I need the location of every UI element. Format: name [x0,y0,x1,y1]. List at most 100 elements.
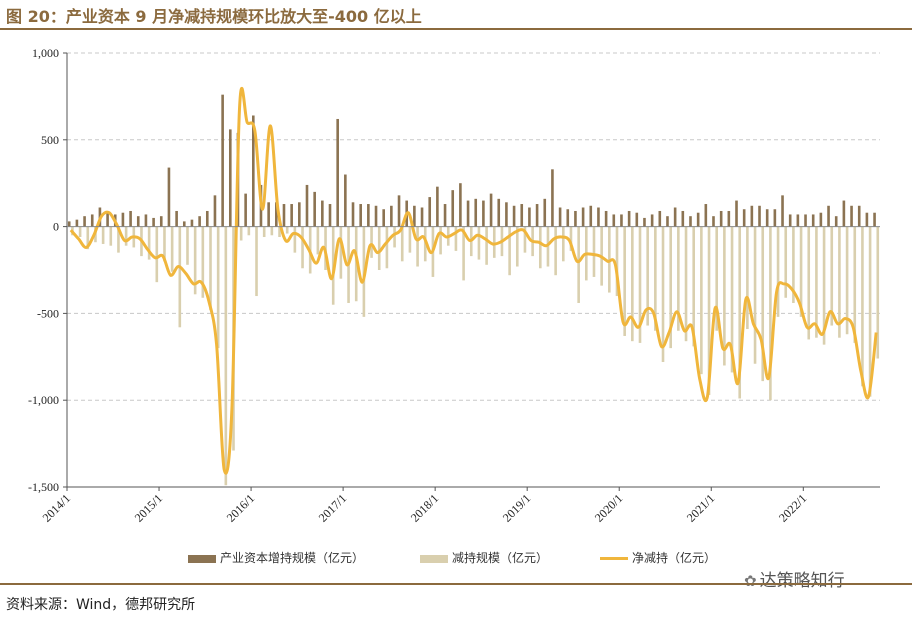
increase-bar [811,214,815,227]
decrease-bar [439,226,442,255]
legend-label-net: 净减持（亿元） [632,551,717,565]
decrease-bar [178,226,182,328]
decrease-bar [784,226,788,298]
increase-bar [298,202,301,227]
decrease-bar [723,226,726,366]
decrease-bar [262,226,266,238]
increase-bar [213,195,217,227]
decrease-bar [776,226,780,317]
decrease-bar [209,226,212,310]
increase-bar [589,205,593,227]
increase-bar [765,209,769,227]
x-tick-label: 2015/1 [132,491,165,524]
increase-bar [313,191,316,227]
legend-item-decrease: 减持规模（亿元） [420,549,548,566]
increase-bar [67,221,71,227]
increase-bar [796,214,800,227]
increase-bar [466,200,470,227]
decrease-bar [316,226,320,255]
decrease-bar [707,226,711,395]
increase-bar [574,210,577,227]
decrease-bar [838,226,841,338]
increase-bar [842,200,846,227]
increase-bar [321,200,324,227]
decrease-bar [270,226,274,236]
increase-bar [121,212,125,227]
increase-bar [83,216,86,227]
increase-bar [827,205,830,227]
decrease-bar [692,226,695,347]
increase-bar [551,169,554,227]
decrease-bar [830,226,834,326]
decrease-bar [515,226,519,267]
legend-swatch-net [600,557,628,560]
decrease-bar [769,226,772,401]
increase-bar [390,205,393,227]
axes [63,52,880,491]
increase-bar [474,198,478,227]
decrease-bar [715,226,719,331]
decrease-bar [147,226,151,260]
decrease-bar [193,226,197,295]
chart-title: 图 20：产业资本 9 月净减持规模环比放大至-400 亿以上 [6,7,422,26]
increase-bar [129,210,132,227]
increase-bar [566,209,570,227]
x-tick-label: 2020/1 [592,491,625,524]
decrease-bar [370,226,373,258]
decrease-bar [301,226,304,269]
decrease-bar [477,226,481,260]
increase-bar [205,210,209,227]
increase-bar [558,207,562,227]
decrease-bar [201,226,205,298]
legend-item-increase: 产业资本增持规模（亿元） [188,549,364,566]
y-tick-label: -1,500 [28,480,59,494]
increase-bar [136,216,140,227]
x-tick-label: 2014/1 [40,491,73,524]
decrease-bar [454,226,458,251]
decrease-bar [646,226,649,326]
increase-bar [873,212,876,227]
legend: 产业资本增持规模（亿元） 减持规模（亿元） 净减持（亿元） [188,549,748,567]
increase-bar [512,205,516,227]
increase-bar [666,216,669,227]
increase-bar [857,205,861,227]
decrease-bar [761,226,765,382]
decrease-bar [393,226,396,248]
decrease-bar [163,226,166,262]
x-tick-label: 2016/1 [224,491,257,524]
increase-bar [290,204,293,227]
decrease-bar [124,226,128,246]
increase-bar [428,197,432,227]
net-line [69,86,878,475]
decrease-bar [416,226,419,267]
increase-bar [497,198,501,227]
decrease-bar [400,226,404,262]
increase-bar [351,202,355,227]
decrease-bar [554,226,557,276]
decrease-bar [293,226,297,253]
increase-bar [735,200,738,227]
increase-bar [252,115,255,227]
decrease-bar [523,226,527,253]
increase-bar [106,210,109,227]
increase-bar [167,167,171,227]
decrease-bar [753,226,757,364]
increase-bar [750,205,754,227]
decrease-bar [485,226,488,265]
increase-bar [612,214,616,227]
increase-bar [190,219,194,227]
bottom-rule [0,583,912,585]
increase-bar [788,214,792,227]
x-tick-labels: 2014/1 2015/1 2016/1 2017/1 2018/1 2019/1 2020… [40,491,810,524]
increase-bar [382,209,385,227]
increase-bar [359,204,362,227]
increase-bar [267,202,270,227]
increase-bar [305,184,309,227]
decrease-bar [408,226,412,253]
increase-bar [328,204,332,227]
increase-bar [90,214,94,227]
decrease-bar [868,226,872,397]
decrease-bar [861,226,864,387]
increase-bar [244,193,247,227]
